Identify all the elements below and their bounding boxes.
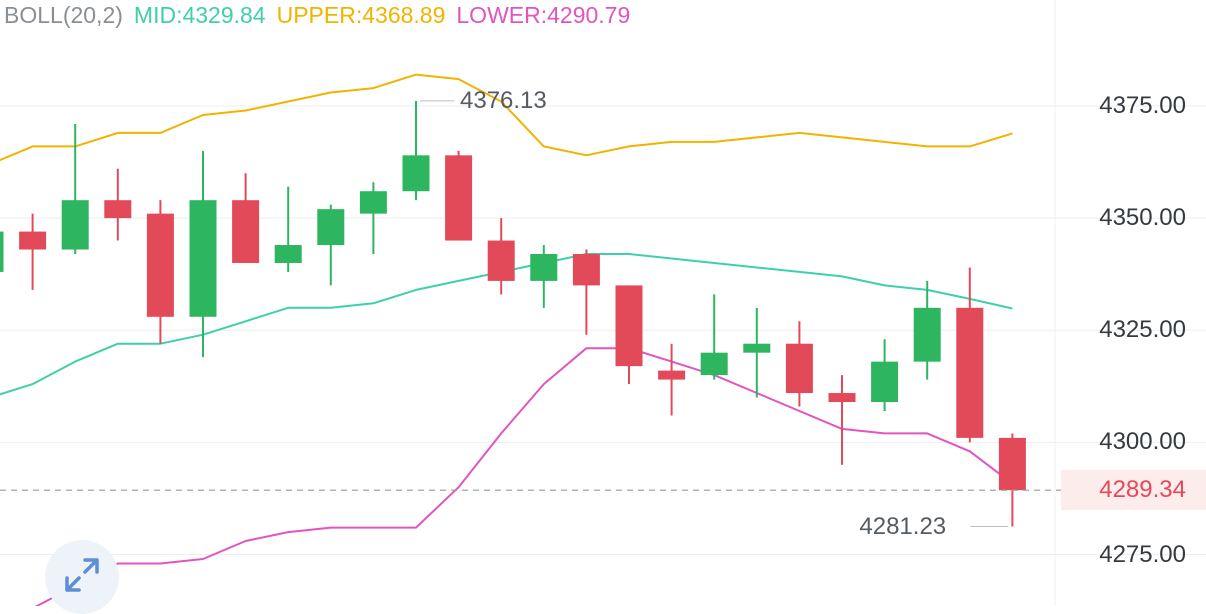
current-price-label: 4289.34	[1061, 470, 1206, 511]
candle-down	[232, 173, 260, 263]
candle-up	[189, 150, 217, 358]
candle-up	[0, 231, 4, 272]
candle-body	[615, 285, 643, 367]
candle-down	[956, 267, 984, 443]
candle-up	[913, 280, 941, 380]
y-tick-label: 4275.00	[1099, 540, 1186, 568]
expand-arrows-icon	[65, 558, 99, 592]
candle-body	[104, 200, 132, 219]
candle-body	[274, 245, 302, 263]
boll-legend: BOLL(20,2) MID:4329.84 UPPER:4368.89 LOWER:…	[4, 0, 641, 30]
y-tick-label: 4350.00	[1099, 204, 1186, 232]
candle-down	[658, 343, 686, 416]
y-tick-label: 4375.00	[1099, 92, 1186, 119]
candle-body	[828, 393, 856, 403]
annotations	[0, 100, 1206, 528]
candle-down	[19, 213, 47, 290]
candle-down	[615, 285, 643, 385]
candle-up	[402, 100, 430, 201]
candle-up	[61, 123, 89, 255]
candle-body	[700, 352, 728, 376]
lower-band-line	[34, 347, 1014, 606]
upper-band-line	[0, 73, 1013, 162]
y-tick-label: 4300.00	[1099, 428, 1186, 456]
candle-down	[445, 150, 473, 241]
candle-up	[871, 339, 899, 411]
candle-body	[61, 200, 89, 250]
candle-body	[572, 254, 600, 286]
candle-body	[0, 231, 4, 272]
candle-up	[274, 186, 302, 272]
candle-body	[19, 231, 47, 250]
y-tick-label: 4325.00	[1099, 316, 1186, 344]
candle-up	[700, 294, 728, 380]
candle-body	[402, 155, 430, 192]
candle-body	[956, 307, 984, 438]
candle-up	[743, 307, 771, 398]
legend-lower: LOWER:4290.79	[456, 2, 631, 28]
candle-down	[785, 321, 813, 407]
candle-body	[998, 437, 1026, 491]
candle-body	[487, 240, 515, 281]
candle-body	[359, 191, 387, 214]
legend-mid: MID:4329.84	[133, 2, 266, 28]
candle-body	[146, 213, 174, 317]
candle-body	[232, 200, 260, 263]
candle-up	[359, 182, 387, 255]
legend-indicator: BOLL(20,2)	[4, 2, 123, 28]
candle-down	[998, 433, 1026, 527]
candle-body	[743, 343, 771, 353]
candle-down	[487, 218, 515, 295]
candle-body	[189, 200, 217, 317]
max-price-label: 4376.13	[460, 86, 547, 114]
candle-body	[445, 155, 473, 241]
expand-chart-button[interactable]	[45, 540, 119, 614]
candle-body	[317, 209, 345, 246]
candle-down	[146, 200, 174, 344]
candle-body	[785, 343, 813, 394]
candle-body	[530, 254, 558, 281]
candle-body	[913, 307, 941, 362]
candle-down	[104, 168, 132, 241]
candle-down	[572, 249, 600, 335]
candle-down	[828, 375, 856, 465]
legend-upper: UPPER:4368.89	[276, 2, 446, 28]
candle-up	[317, 204, 345, 286]
candle-up	[530, 245, 558, 308]
min-price-label: 4281.23	[859, 512, 947, 540]
candle-body	[871, 361, 899, 403]
candles	[0, 100, 1026, 527]
candle-body	[658, 370, 686, 380]
